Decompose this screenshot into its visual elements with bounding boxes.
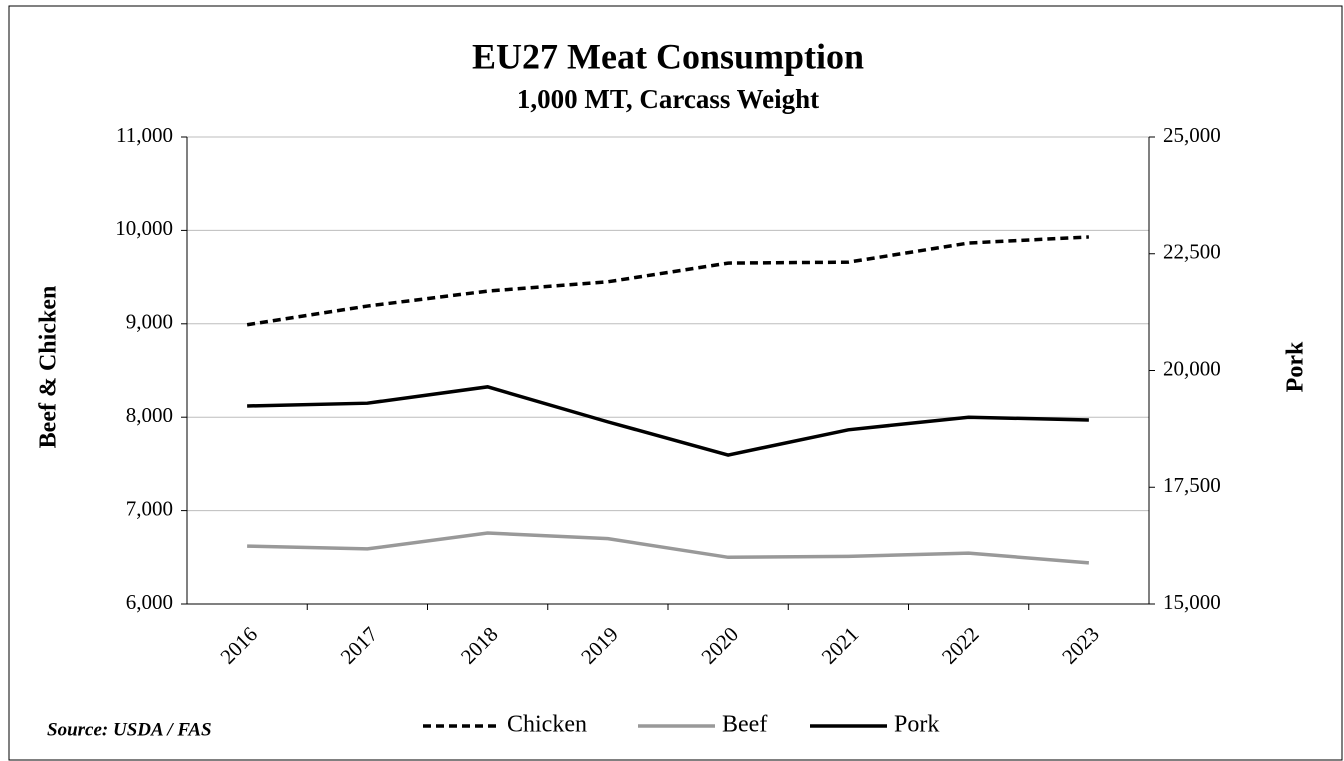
chart-frame [8,5,1343,761]
y2-tick-label: 22,500 [1163,240,1221,264]
legend-label: Beef [722,712,767,738]
y2-axis-title: Pork [1283,341,1309,392]
y-tick-label: 8,000 [126,403,173,427]
y-axis-title: Beef & Chicken [36,286,62,449]
y-tick-label: 9,000 [126,310,173,334]
y-tick-label: 11,000 [116,123,173,147]
series-line [247,531,1090,565]
series-line [246,235,1089,327]
chart-title: EU27 Meat Consumption [472,36,864,76]
y2-tick-label: 25,000 [1163,123,1221,147]
series-line [247,385,1089,457]
y2-tick-label: 20,000 [1163,356,1221,380]
legend-label: Chicken [507,712,587,738]
legend-label: Pork [894,712,939,738]
y2-tick-label: 15,000 [1163,590,1221,614]
y-tick-label: 6,000 [126,590,173,614]
y-tick-label: 10,000 [115,216,173,240]
y2-tick-label: 17,500 [1163,473,1221,497]
source-note: Source: USDA / FAS [47,719,212,740]
chart-subtitle: 1,000 MT, Carcass Weight [517,84,819,114]
y-tick-label: 7,000 [126,496,173,520]
